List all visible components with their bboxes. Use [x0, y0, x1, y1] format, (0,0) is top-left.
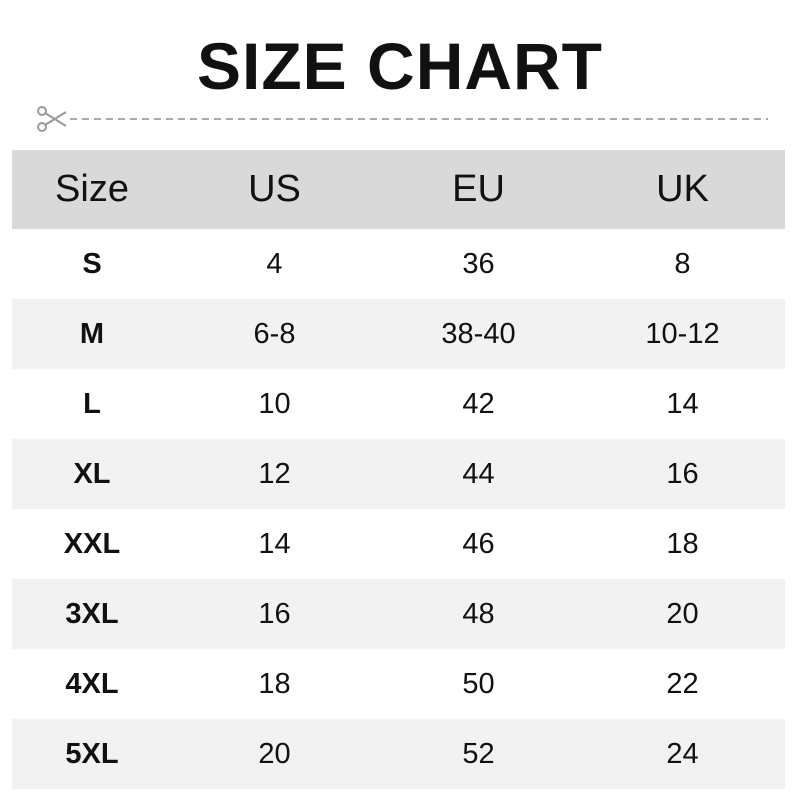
table-row: XL 12 44 16 — [12, 439, 785, 509]
table-row: 5XL 20 52 24 — [12, 719, 785, 789]
cell-eu: 36 — [462, 247, 495, 280]
cell-uk: 14 — [666, 387, 699, 420]
size-chart-table: Size US EU UK S 4 36 8 M 6-8 38-40 10-12 L 10 42 14… — [12, 150, 785, 789]
cell-uk: 8 — [674, 247, 691, 280]
cell-us: 18 — [258, 667, 291, 700]
header-eu: EU — [452, 168, 505, 210]
scissors-icon — [37, 106, 67, 132]
cell-us: 12 — [258, 457, 291, 490]
header-us: US — [248, 168, 301, 210]
cell-us: 14 — [258, 527, 291, 560]
cell-eu: 44 — [462, 457, 495, 490]
table-row: M 6-8 38-40 10-12 — [12, 299, 785, 369]
cell-us: 20 — [258, 737, 291, 770]
cell-us: 6-8 — [253, 317, 296, 350]
cell-eu: 52 — [462, 737, 495, 770]
cell-uk: 22 — [666, 667, 699, 700]
cell-uk: 18 — [666, 527, 699, 560]
page-title: SIZE CHART — [197, 29, 603, 103]
cell-size: 4XL — [65, 667, 119, 700]
cell-size: XL — [73, 457, 111, 490]
cell-eu: 50 — [462, 667, 495, 700]
cell-size: 3XL — [65, 597, 119, 630]
cell-size: S — [82, 247, 102, 280]
cell-size: M — [79, 317, 105, 350]
table-row: 4XL 18 50 22 — [12, 649, 785, 719]
table-row: S 4 36 8 — [12, 229, 785, 299]
header-size: Size — [55, 168, 129, 210]
table-row: 3XL 16 48 20 — [12, 579, 785, 649]
cell-us: 16 — [258, 597, 291, 630]
cell-size: L — [83, 387, 101, 420]
cell-eu: 48 — [462, 597, 495, 630]
cell-eu: 46 — [462, 527, 495, 560]
cell-uk: 10-12 — [645, 317, 720, 350]
cell-eu: 38-40 — [441, 317, 516, 350]
table-row: L 10 42 14 — [12, 369, 785, 439]
cell-eu: 42 — [462, 387, 495, 420]
cell-us: 4 — [266, 247, 283, 280]
cell-uk: 20 — [666, 597, 699, 630]
cell-size: 5XL — [65, 737, 119, 770]
cell-us: 10 — [258, 387, 291, 420]
table-header-row: Size US EU UK — [12, 150, 785, 229]
cut-line — [36, 106, 768, 132]
cell-size: XXL — [63, 527, 121, 560]
cell-uk: 16 — [666, 457, 699, 490]
header-uk: UK — [656, 168, 709, 210]
table-row: XXL 14 46 18 — [12, 509, 785, 579]
cell-uk: 24 — [666, 737, 699, 770]
